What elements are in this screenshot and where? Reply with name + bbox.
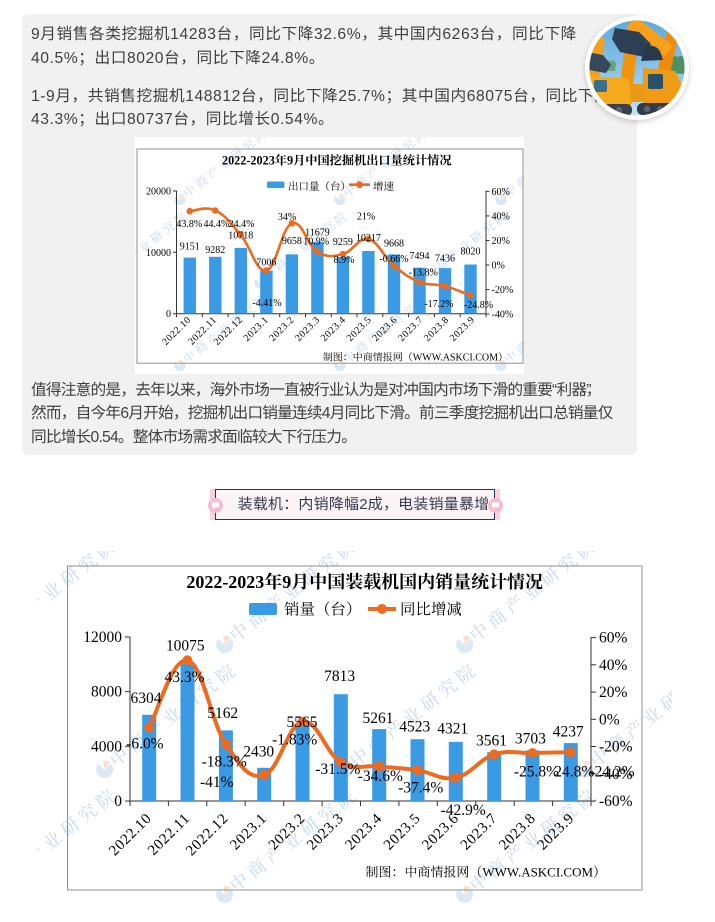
svg-text:-24.2%: -24.2% [589, 763, 634, 780]
svg-text:10.9%: 10.9% [303, 236, 329, 247]
svg-text:21%: 21% [356, 212, 374, 223]
svg-text:-40%: -40% [599, 766, 633, 783]
svg-text:11679: 11679 [305, 227, 330, 238]
svg-text:0: 0 [114, 793, 122, 810]
svg-text:5565: 5565 [287, 714, 318, 731]
svg-text:9658: 9658 [281, 236, 301, 247]
svg-text:2023.9: 2023.9 [447, 315, 476, 344]
svg-text:2023.5: 2023.5 [381, 811, 424, 854]
svg-text:20000: 20000 [146, 187, 171, 198]
svg-text:34%: 34% [277, 212, 295, 223]
svg-text:制图：中商情报网（WWW.ASKCI.COM）: 制图：中商情报网（WWW.ASKCI.COM） [322, 352, 507, 364]
svg-text:-1.83%: -1.83% [272, 731, 317, 748]
svg-text:2022-2023年9月中国挖掘机出口量统计情况: 2022-2023年9月中国挖掘机出口量统计情况 [221, 154, 451, 168]
svg-text:10217: 10217 [355, 233, 380, 244]
svg-text:10000: 10000 [146, 248, 171, 259]
svg-text:-6.0%: -6.0% [126, 735, 164, 752]
svg-text:中商产业研究院: 中商产业研究院 [37, 783, 122, 896]
svg-text:24.8%: 24.8% [554, 763, 594, 780]
svg-text:5261: 5261 [363, 710, 394, 727]
svg-text:销量（台）: 销量（台） [284, 601, 361, 619]
svg-text:-13.8%: -13.8% [408, 267, 437, 278]
svg-text:9151: 9151 [179, 242, 199, 253]
svg-text:-60%: -60% [599, 793, 633, 810]
svg-text:-0.66%: -0.66% [379, 254, 408, 265]
svg-text:-40%: -40% [491, 310, 513, 321]
svg-text:10075: 10075 [166, 638, 205, 655]
svg-text:40%: 40% [491, 211, 509, 222]
svg-text:12000: 12000 [83, 629, 122, 646]
svg-text:制图：中商情报网（WWW.ASKCI.COM）: 制图：中商情报网（WWW.ASKCI.COM） [366, 864, 606, 879]
svg-text:同比增减: 同比增减 [400, 602, 462, 619]
svg-text:44.4%: 44.4% [203, 219, 229, 230]
svg-text:中商产业研究院: 中商产业研究院 [180, 137, 271, 200]
svg-text:7436: 7436 [435, 254, 455, 265]
svg-text:9282: 9282 [205, 245, 225, 256]
svg-text:-25.8%: -25.8% [514, 763, 559, 780]
svg-text:2022.12: 2022.12 [183, 811, 232, 860]
svg-text:中商产业研究院: 中商产业研究院 [226, 551, 362, 646]
svg-text:-31.5%: -31.5% [315, 761, 360, 778]
svg-text:-41%: -41% [200, 774, 234, 791]
svg-text:-37.4%: -37.4% [398, 779, 443, 796]
svg-text:43.8%: 43.8% [176, 219, 202, 230]
svg-text:8000: 8000 [91, 684, 122, 701]
svg-text:10718: 10718 [228, 231, 253, 242]
svg-text:8.9%: 8.9% [333, 255, 354, 266]
svg-text:4321: 4321 [437, 720, 468, 737]
svg-text:24.4%: 24.4% [228, 219, 254, 230]
svg-text:3561: 3561 [476, 732, 507, 749]
svg-text:-42.9%: -42.9% [441, 802, 486, 819]
svg-text:出口量（台）: 出口量（台） [288, 181, 351, 193]
svg-text:4000: 4000 [91, 738, 122, 755]
svg-text:20%: 20% [491, 236, 509, 247]
svg-text:2022-2023年9月中国装载机国内销量统计情况: 2022-2023年9月中国装载机国内销量统计情况 [186, 572, 543, 592]
svg-text:0%: 0% [491, 261, 504, 272]
svg-text:60%: 60% [599, 630, 627, 647]
svg-text:8020: 8020 [460, 247, 480, 258]
svg-text:2023.8: 2023.8 [422, 315, 451, 344]
svg-text:2022.10: 2022.10 [106, 811, 155, 860]
svg-text:-4.41%: -4.41% [252, 298, 281, 309]
svg-text:-20%: -20% [491, 285, 513, 296]
svg-text:20%: 20% [599, 684, 627, 701]
svg-text:9259: 9259 [332, 237, 352, 248]
svg-text:2023.2: 2023.2 [267, 315, 296, 344]
svg-text:6304: 6304 [131, 690, 162, 707]
svg-text:60%: 60% [491, 187, 509, 198]
svg-text:0: 0 [166, 309, 171, 320]
svg-text:-17.2%: -17.2% [424, 299, 453, 310]
svg-text:2023.3: 2023.3 [293, 315, 322, 344]
svg-text:-20%: -20% [599, 738, 633, 755]
svg-text:40%: 40% [599, 657, 627, 674]
svg-text:2023.4: 2023.4 [318, 315, 347, 344]
svg-text:-24.8%: -24.8% [463, 300, 492, 311]
svg-text:9668: 9668 [384, 239, 404, 250]
svg-text:7813: 7813 [324, 668, 355, 685]
svg-text:中商产业研究院: 中商产业研究院 [466, 551, 602, 646]
svg-text:3703: 3703 [515, 730, 546, 747]
svg-text:增速: 增速 [373, 181, 394, 193]
svg-text:-34.6%: -34.6% [358, 768, 403, 785]
svg-text:2023.4: 2023.4 [343, 811, 386, 854]
svg-text:5162: 5162 [207, 705, 238, 722]
svg-text:4523: 4523 [399, 718, 430, 735]
svg-text:7494: 7494 [409, 251, 429, 262]
svg-text:2430: 2430 [243, 743, 274, 760]
svg-text:0%: 0% [599, 711, 620, 728]
svg-text:-18.3%: -18.3% [202, 753, 247, 770]
svg-text:7006: 7006 [256, 258, 276, 269]
svg-text:4237: 4237 [553, 723, 584, 740]
svg-text:2023.1: 2023.1 [227, 811, 270, 854]
svg-text:43.3%: 43.3% [164, 669, 204, 686]
